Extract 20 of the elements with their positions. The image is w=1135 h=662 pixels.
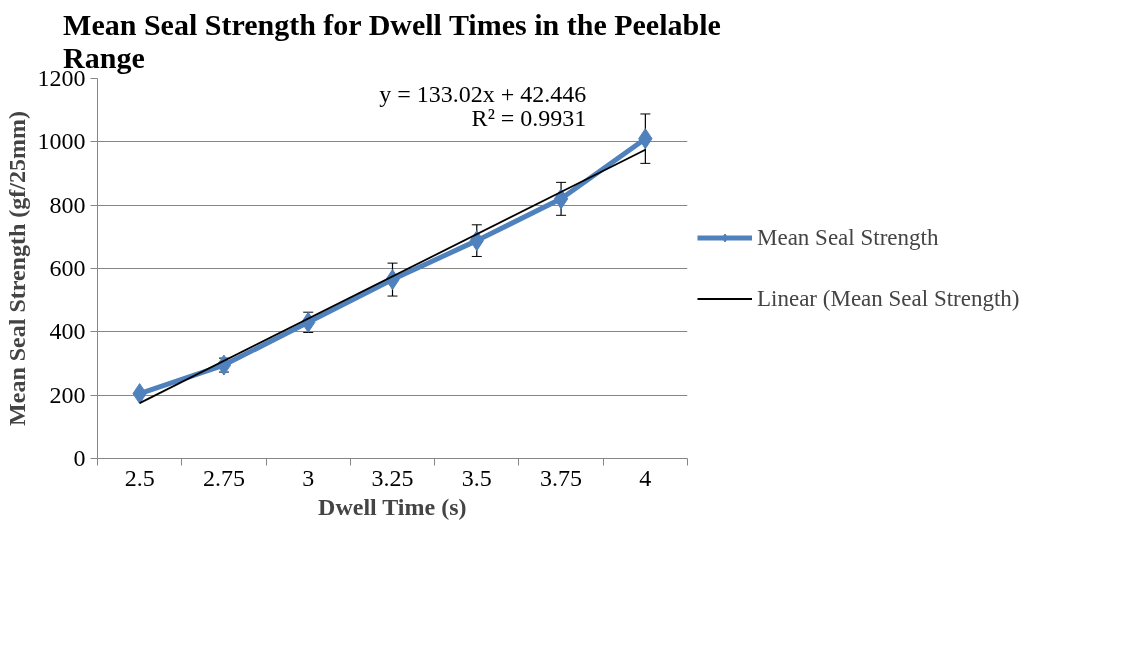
- y-tick-label: 400: [49, 318, 86, 345]
- x-tick-label: 3.75: [540, 464, 583, 491]
- annotation: R² = 0.9931: [471, 105, 587, 132]
- y-tick-label: 0: [73, 445, 86, 471]
- x-tick-label: 3: [302, 464, 315, 491]
- y-tick-label: 200: [49, 381, 86, 408]
- y-tick-label: 600: [49, 255, 86, 281]
- annotation: y = 133.02x + 42.446: [379, 81, 587, 108]
- legend-label: Linear (Mean Seal Strength): [757, 285, 1020, 312]
- legend-label: Mean Seal Strength: [757, 224, 939, 251]
- x-tick-label: 2.5: [124, 464, 155, 491]
- y-tick-label: 800: [49, 191, 86, 218]
- x-axis-title: Dwell Time (s): [318, 493, 467, 520]
- x-tick-label: 3.5: [461, 464, 492, 491]
- x-tick-label: 3.25: [371, 464, 414, 491]
- x-tick-label: 2.75: [202, 464, 245, 491]
- x-tick-label: 4: [639, 464, 652, 491]
- y-axis-title: Mean Seal Strength (gf/25mm): [3, 111, 30, 426]
- y-tick-label: 1000: [37, 128, 86, 155]
- point: [553, 188, 569, 210]
